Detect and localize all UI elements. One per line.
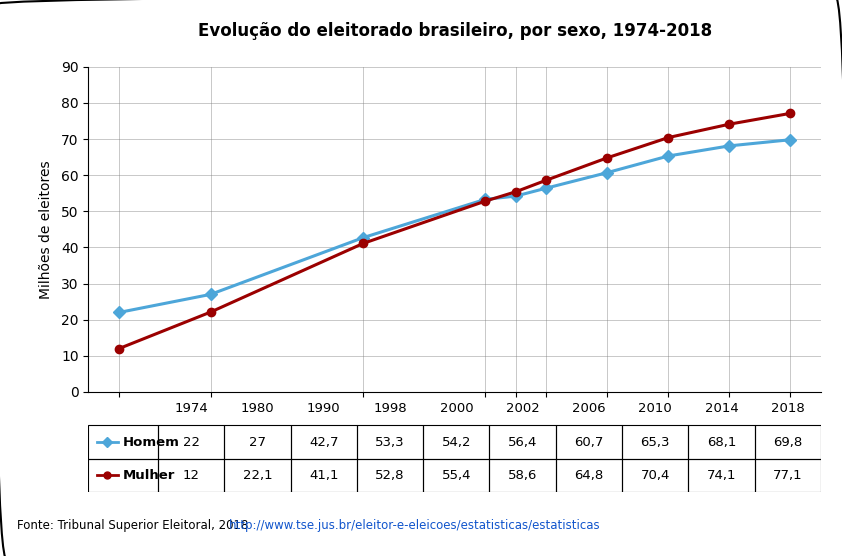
Bar [224,425,290,459]
Bar [88,459,158,492]
Text: 68,1: 68,1 [706,435,736,449]
Bar [290,425,357,459]
Bar [357,425,424,459]
Text: 22: 22 [183,435,200,449]
Bar [489,459,556,492]
Bar [556,459,622,492]
Bar [689,425,754,459]
Text: 53,3: 53,3 [376,435,405,449]
Bar [158,459,224,492]
Text: 2002: 2002 [506,402,540,415]
Bar [489,425,556,459]
Bar [88,425,158,459]
Text: 70,4: 70,4 [641,469,670,482]
Text: 54,2: 54,2 [441,435,471,449]
Text: 42,7: 42,7 [309,435,338,449]
Bar [290,459,357,492]
Bar [424,459,489,492]
Bar [622,425,689,459]
Text: 1980: 1980 [241,402,274,415]
Text: 2010: 2010 [638,402,672,415]
Text: 74,1: 74,1 [706,469,736,482]
Text: 77,1: 77,1 [773,469,802,482]
Text: Mulher: Mulher [123,469,176,482]
Bar [556,425,622,459]
Text: 55,4: 55,4 [441,469,471,482]
Bar [424,425,489,459]
Text: 41,1: 41,1 [309,469,338,482]
Bar [689,459,754,492]
Text: 58,6: 58,6 [508,469,537,482]
Text: 22,1: 22,1 [242,469,272,482]
Text: 65,3: 65,3 [641,435,670,449]
Text: 69,8: 69,8 [773,435,802,449]
Text: Fonte: Tribunal Superior Eleitoral, 2018: Fonte: Tribunal Superior Eleitoral, 2018 [17,519,252,532]
Text: 2000: 2000 [440,402,473,415]
Text: Homem: Homem [123,435,180,449]
Bar [357,459,424,492]
Text: 1974: 1974 [174,402,208,415]
Text: 52,8: 52,8 [376,469,405,482]
Bar [754,459,821,492]
Bar [754,425,821,459]
Text: 12: 12 [183,469,200,482]
Text: Evolução do eleitorado brasileiro, por sexo, 1974-2018: Evolução do eleitorado brasileiro, por s… [198,22,711,39]
Text: 1998: 1998 [373,402,407,415]
Bar [224,459,290,492]
Bar [622,459,689,492]
Y-axis label: Milhões de eleitores: Milhões de eleitores [39,160,53,299]
Text: 27: 27 [249,435,266,449]
Text: 2018: 2018 [771,402,805,415]
Text: 2014: 2014 [705,402,738,415]
Text: 2006: 2006 [572,402,605,415]
Text: http://www.tse.jus.br/eleitor-e-eleicoes/estatisticas/estatisticas: http://www.tse.jus.br/eleitor-e-eleicoes… [229,519,601,532]
Bar [158,425,224,459]
Text: 64,8: 64,8 [574,469,604,482]
Text: 1990: 1990 [307,402,340,415]
Text: 56,4: 56,4 [508,435,537,449]
Text: 60,7: 60,7 [574,435,604,449]
